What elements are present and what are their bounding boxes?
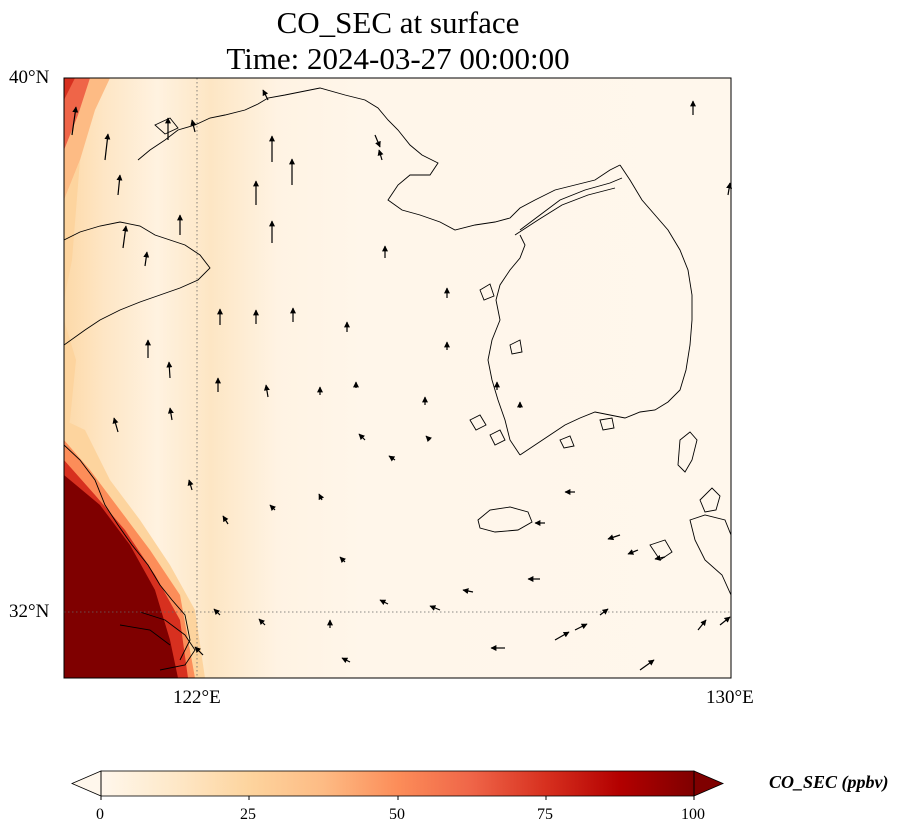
colorbar-tick-label: 100 xyxy=(681,806,705,823)
map-subtitle: Time: 2024-03-27 00:00:00 xyxy=(226,41,570,76)
colorbar-tick-label: 75 xyxy=(537,806,553,823)
colorbar-tick-label: 25 xyxy=(240,806,256,823)
wind-arrow xyxy=(374,134,381,148)
wind-arrow xyxy=(462,588,474,595)
wind-arrow xyxy=(116,174,123,196)
wind-arrow xyxy=(122,225,129,249)
lon-tick-label: 122°E xyxy=(173,687,221,708)
wind-arrow xyxy=(263,384,270,398)
wind-arrow xyxy=(379,599,389,606)
wind-vectors xyxy=(71,89,733,671)
wind-arrow xyxy=(574,623,588,631)
wind-arrow xyxy=(104,133,111,161)
colorbar-tick-label: 50 xyxy=(389,806,405,823)
coastlines xyxy=(64,87,731,671)
wind-arrow xyxy=(112,417,119,433)
wind-arrow xyxy=(71,106,79,136)
wind-arrow xyxy=(190,119,197,133)
wind-arrow xyxy=(654,554,666,561)
lat-tick-label: 32°N xyxy=(9,601,50,622)
wind-arrow xyxy=(341,657,351,664)
wind-arrow xyxy=(167,407,174,421)
wind-arrow xyxy=(388,455,396,462)
wind-arrow xyxy=(262,89,269,101)
wind-arrow xyxy=(599,608,609,616)
wind-arrow xyxy=(607,534,621,541)
wind-arrow xyxy=(554,631,570,641)
wind-arrow xyxy=(339,556,346,563)
wind-arrow xyxy=(639,659,655,671)
lat-tick-label: 40°N xyxy=(9,67,50,88)
concentration-field xyxy=(64,78,731,678)
wind-arrow xyxy=(425,435,432,442)
map-title: CO_SEC at surface xyxy=(276,5,520,40)
wind-arrow xyxy=(143,251,150,267)
wind-arrow xyxy=(194,646,204,656)
wind-arrow xyxy=(166,361,173,379)
wind-arrow xyxy=(187,479,194,491)
wind-arrow xyxy=(222,515,229,525)
lon-tick-label: 130°E xyxy=(706,687,754,708)
wind-arrow xyxy=(258,618,266,626)
wind-arrow xyxy=(213,608,221,616)
wind-arrow xyxy=(318,493,325,501)
map-frame xyxy=(63,77,732,679)
wind-arrow xyxy=(726,182,733,196)
colorbar-tick-label: 0 xyxy=(96,806,104,823)
colorbar xyxy=(70,770,725,800)
wind-arrow xyxy=(697,619,707,631)
colorbar-label: CO_SEC (ppbv) xyxy=(769,772,889,792)
wind-arrow xyxy=(377,149,384,161)
wind-arrow xyxy=(358,433,366,441)
wind-arrow xyxy=(627,549,639,555)
wind-arrow xyxy=(429,605,441,611)
wind-arrow xyxy=(269,504,276,511)
wind-arrow xyxy=(719,616,731,626)
